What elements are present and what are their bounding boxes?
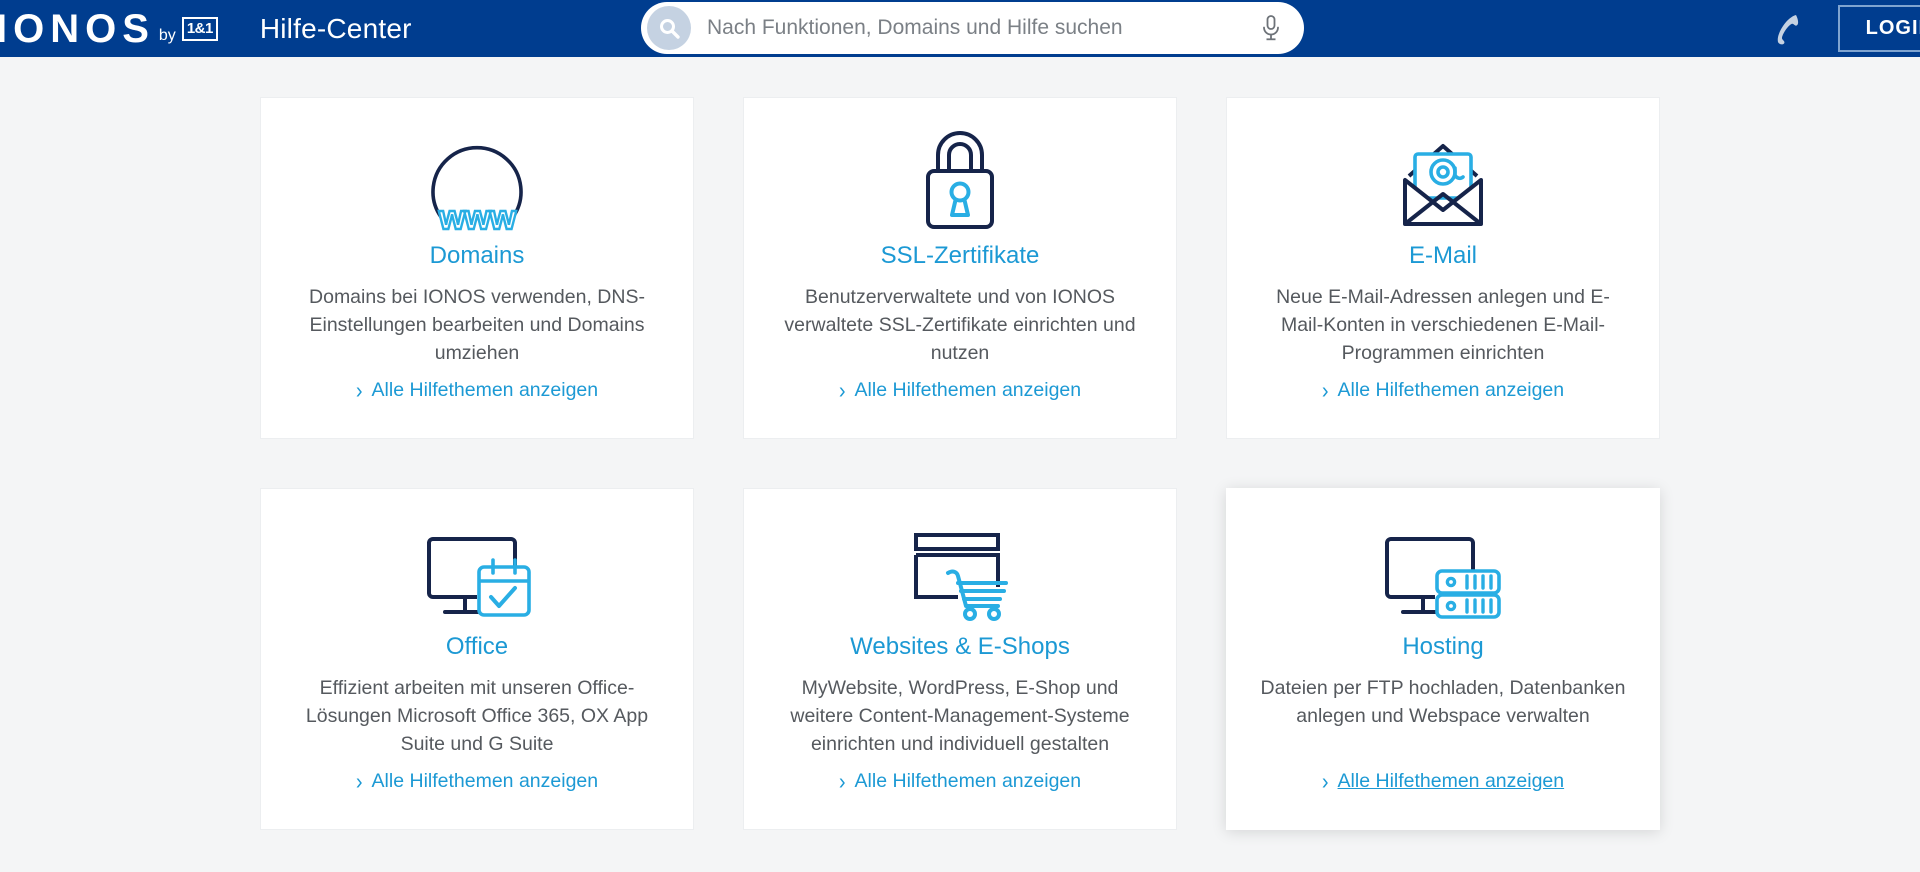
svg-text:www: www (438, 199, 517, 231)
page-title: Hilfe-Center (259, 12, 412, 44)
card-description: MyWebsite, WordPress, E-Shop und weitere… (790, 676, 1130, 755)
monitor-calendar-icon (407, 511, 547, 627)
monitor-server-icon (1373, 511, 1513, 627)
chevron-right-icon: › (1321, 768, 1329, 795)
chevron-right-icon: › (355, 377, 363, 404)
1and1-badge: 1&1 (181, 16, 218, 41)
site-header: IONOS by 1&1 Hilfe-Center LOGIN (0, 0, 1920, 57)
card-ssl-zertifikate[interactable]: SSL-Zertifikate Benutzerverwaltete und v… (743, 97, 1177, 439)
all-help-topics-link[interactable]: › Alle Hilfethemen anzeigen (356, 770, 598, 793)
help-category-grid: www Domains Domains bei IONOS verwenden,… (260, 97, 1660, 872)
card-title: Websites & E-Shops (850, 633, 1070, 660)
link-label: Alle Hilfethemen anzeigen (854, 379, 1082, 401)
all-help-topics-link[interactable]: › Alle Hilfethemen anzeigen (1322, 770, 1564, 793)
card-e-mail[interactable]: E-Mail Neue E-Mail-Adressen anlegen und … (1226, 97, 1660, 439)
card-title: Domains (429, 242, 525, 269)
search-icon[interactable] (647, 6, 691, 50)
link-label: Alle Hilfethemen anzeigen (1337, 379, 1565, 401)
chevron-right-icon: › (1321, 377, 1329, 404)
search-input[interactable] (705, 15, 1254, 41)
card-description: Domains bei IONOS verwenden, DNS-Einstel… (309, 285, 645, 364)
ionos-wordmark: IONOS (0, 6, 155, 51)
brand-logo[interactable]: IONOS by 1&1 (0, 9, 218, 49)
card-description: Neue E-Mail-Adressen anlegen und E-Mail-… (1276, 285, 1610, 364)
card-description: Benutzerverwaltete und von IONOS verwalt… (784, 285, 1136, 364)
card-websites-e-shops[interactable]: Websites & E-Shops MyWebsite, WordPress,… (743, 488, 1177, 830)
card-title: Office (445, 633, 509, 660)
all-help-topics-link[interactable]: › Alle Hilfethemen anzeigen (356, 379, 598, 402)
www-globe-icon: www (415, 120, 539, 236)
all-help-topics-link[interactable]: › Alle Hilfethemen anzeigen (839, 770, 1081, 793)
login-button[interactable]: LOGIN (1837, 5, 1920, 52)
card-hosting[interactable]: Hosting Dateien per FTP hochladen, Daten… (1226, 488, 1660, 830)
card-description: Effizient arbeiten mit unseren Office-Lö… (305, 676, 649, 755)
chevron-right-icon: › (838, 768, 846, 795)
all-help-topics-link[interactable]: › Alle Hilfethemen anzeigen (1322, 379, 1564, 402)
search-bar[interactable] (641, 2, 1304, 54)
card-title: SSL-Zertifikate (880, 242, 1040, 269)
microphone-icon[interactable] (1254, 11, 1288, 45)
all-help-topics-link[interactable]: › Alle Hilfethemen anzeigen (839, 379, 1081, 402)
link-label: Alle Hilfethemen anzeigen (371, 770, 599, 792)
link-label: Alle Hilfethemen anzeigen (1337, 770, 1565, 792)
card-title: Hosting (1402, 633, 1484, 660)
chevron-right-icon: › (355, 768, 363, 795)
header-actions: LOGIN (1766, 0, 1920, 57)
main-content: www Domains Domains bei IONOS verwenden,… (0, 57, 1920, 872)
card-description: Dateien per FTP hochladen, Datenbanken a… (1260, 676, 1626, 727)
padlock-icon (907, 120, 1013, 236)
link-label: Alle Hilfethemen anzeigen (854, 770, 1082, 792)
link-label: Alle Hilfethemen anzeigen (371, 379, 599, 401)
card-office[interactable]: Office Effizient arbeiten mit unseren Of… (260, 488, 694, 830)
browser-cart-icon (892, 511, 1028, 627)
phone-icon[interactable] (1766, 11, 1804, 47)
card-domains[interactable]: www Domains Domains bei IONOS verwenden,… (260, 97, 694, 439)
envelope-at-icon (1381, 120, 1505, 236)
card-title: E-Mail (1408, 242, 1477, 269)
logo-by-text: by (158, 26, 176, 44)
chevron-right-icon: › (838, 377, 846, 404)
